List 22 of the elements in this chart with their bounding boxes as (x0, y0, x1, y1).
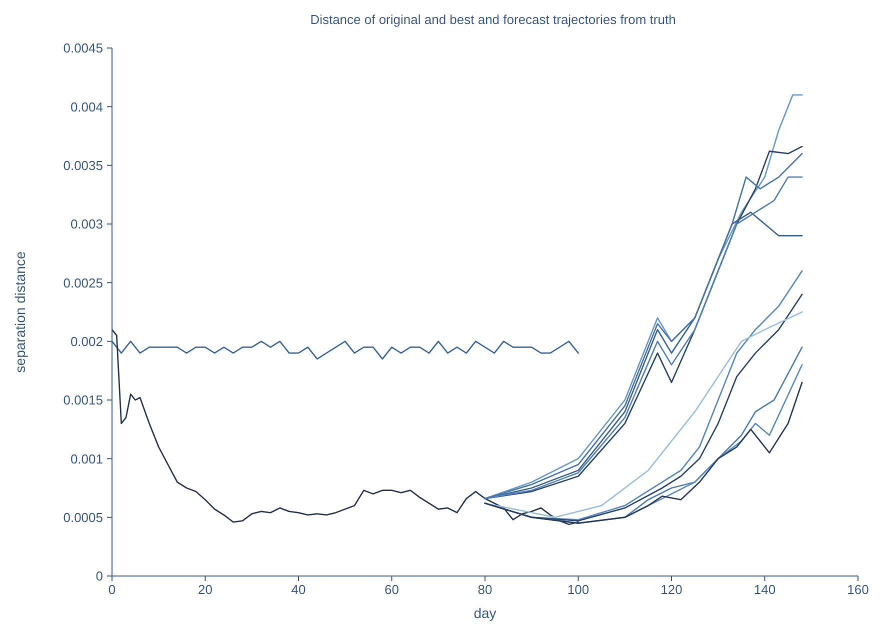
x-tick-label: 140 (754, 582, 776, 598)
x-tick-label: 20 (198, 582, 212, 598)
y-axis-title: separation distance (12, 251, 28, 373)
y-tick-label: 0.0015 (63, 392, 103, 408)
chart-title: Distance of original and best and forecast trajectories from truth (309, 11, 677, 29)
x-tick-label: 60 (384, 582, 399, 598)
x-axis-title: day (474, 605, 496, 621)
x-tick-label: 0 (108, 582, 116, 598)
y-tick-label: 0.004 (70, 99, 103, 114)
x-tick-label: 100 (567, 582, 590, 598)
y-tick-label: 0.0035 (63, 158, 103, 173)
y-tick-label: 0.002 (70, 334, 103, 349)
y-tick-label: 0.003 (70, 216, 103, 232)
y-tick-label: 0.0045 (63, 40, 103, 56)
y-tick-label: 0.0005 (63, 510, 103, 525)
y-tick-label: 0 (96, 568, 103, 584)
x-tick-label: 120 (660, 582, 682, 598)
x-tick-label: 40 (291, 582, 306, 598)
x-tick-label: 160 (847, 582, 869, 598)
y-tick-label: 0.0025 (63, 275, 103, 290)
x-tick-label: 80 (478, 582, 492, 598)
y-tick-label: 0.001 (70, 451, 103, 466)
